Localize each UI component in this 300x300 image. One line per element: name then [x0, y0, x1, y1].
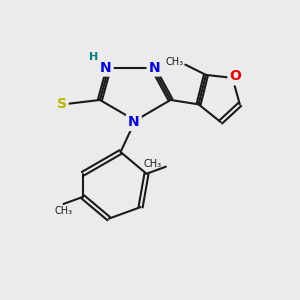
Text: H: H	[89, 52, 99, 62]
Text: CH₃: CH₃	[143, 159, 162, 169]
Text: O: O	[230, 69, 241, 83]
Text: CH₃: CH₃	[54, 206, 73, 216]
Text: CH₃: CH₃	[166, 57, 184, 67]
Text: N: N	[148, 61, 160, 75]
Text: N: N	[128, 115, 140, 129]
Text: S: S	[57, 98, 67, 111]
Text: N: N	[100, 61, 112, 75]
